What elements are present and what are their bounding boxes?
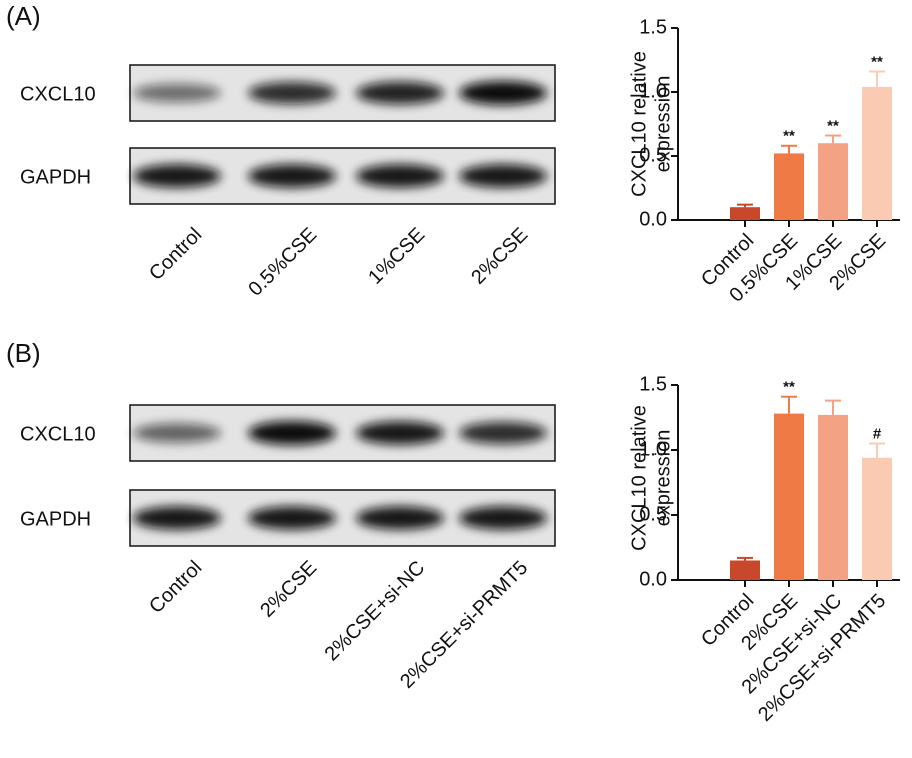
y-tick-label: 1.0 bbox=[639, 80, 667, 102]
blot-band bbox=[248, 164, 336, 188]
blot-row-label: CXCL10 bbox=[20, 83, 96, 105]
bar bbox=[774, 153, 804, 220]
y-axis-label: CXCL10 relative bbox=[628, 405, 650, 551]
significance-mark: ** bbox=[783, 379, 795, 396]
y-tick-label: 0.0 bbox=[639, 208, 667, 230]
blot-band bbox=[459, 81, 547, 105]
blot-row-label: CXCL10 bbox=[20, 423, 96, 445]
y-tick-label: 1.5 bbox=[639, 16, 667, 38]
blot-band bbox=[133, 506, 221, 530]
bar bbox=[862, 86, 892, 220]
significance-mark: # bbox=[873, 425, 882, 442]
blot-lane-label: Control bbox=[145, 224, 206, 285]
blot-band bbox=[356, 421, 444, 445]
blot-lane-label: 2%CSE+si-NC bbox=[321, 557, 430, 666]
blot-band bbox=[459, 164, 547, 188]
panel-label: (B) bbox=[6, 338, 41, 368]
bar bbox=[818, 414, 848, 580]
blot-lane-label: 2%CSE bbox=[256, 557, 321, 622]
bar bbox=[730, 560, 760, 580]
bar bbox=[818, 143, 848, 220]
blot-band bbox=[459, 421, 547, 445]
blot-band bbox=[356, 81, 444, 105]
significance-mark: ** bbox=[827, 117, 839, 134]
bar bbox=[730, 207, 760, 220]
blot-lane-label: 0.5%CSE bbox=[244, 224, 321, 301]
y-tick-label: 0.5 bbox=[639, 144, 667, 166]
y-tick-label: 0.0 bbox=[639, 568, 667, 590]
blot-row-label: GAPDH bbox=[20, 166, 91, 188]
blot-band bbox=[133, 164, 221, 188]
blot-band bbox=[248, 421, 336, 445]
bar bbox=[862, 457, 892, 580]
y-tick-label: 1.0 bbox=[639, 438, 667, 460]
blot-band bbox=[248, 81, 336, 105]
blot-band bbox=[133, 423, 221, 443]
significance-mark: ** bbox=[783, 128, 795, 145]
y-tick-label: 1.5 bbox=[639, 373, 667, 395]
y-axis-label: expression bbox=[652, 76, 674, 173]
blot-lane-label: 2%CSE bbox=[467, 224, 532, 289]
blot-band bbox=[356, 506, 444, 530]
bar bbox=[774, 413, 804, 580]
panel-label: (A) bbox=[6, 1, 41, 31]
blot-lane-label: Control bbox=[145, 557, 206, 618]
blot-row-label: GAPDH bbox=[20, 508, 91, 530]
blot-band bbox=[459, 506, 547, 530]
blot-band bbox=[356, 164, 444, 188]
y-axis-label: CXCL10 relative bbox=[628, 51, 650, 197]
blot-band bbox=[133, 83, 221, 103]
blot-band bbox=[248, 506, 336, 530]
y-tick-label: 0.5 bbox=[639, 503, 667, 525]
significance-mark: ** bbox=[871, 53, 883, 70]
blot-lane-label: 1%CSE bbox=[364, 224, 429, 289]
y-axis-label: expression bbox=[652, 430, 674, 527]
